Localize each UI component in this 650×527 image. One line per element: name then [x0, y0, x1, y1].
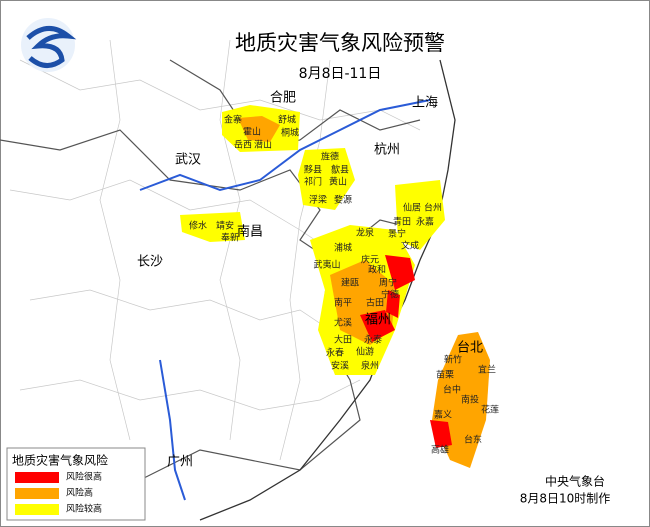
legend-swatch: [15, 488, 59, 499]
county-label: 永嘉: [416, 216, 434, 228]
county-label: 仙居: [403, 202, 421, 214]
date-range: 8月8日-11日: [299, 66, 382, 82]
county-label: 南投: [461, 394, 479, 406]
county-label: 宁德: [381, 289, 399, 301]
city-label: 广州: [167, 455, 193, 470]
rivers: [139, 99, 431, 501]
risk-area: [385, 255, 415, 290]
city-label: 长沙: [137, 255, 163, 270]
county-label: 高雄: [431, 444, 449, 456]
city-label: 南昌: [237, 224, 263, 240]
city-label: 杭州: [374, 143, 400, 158]
city-label: 合肥: [270, 91, 296, 106]
county-label: 岳西: [234, 139, 252, 151]
county-label: 龙泉: [356, 227, 374, 239]
risk-area: [395, 180, 445, 250]
county-label: 文成: [401, 240, 419, 252]
county-label: 浮梁: [309, 194, 327, 206]
county-label: 修水: [189, 220, 207, 232]
risk-area: [298, 148, 355, 210]
county-label: 大田: [334, 334, 352, 346]
county-label: 景宁: [388, 228, 406, 240]
county-label: 黟县: [304, 165, 322, 176]
county-label: 永春: [326, 347, 344, 359]
county-label: 台东: [464, 434, 482, 446]
legend-label: 风险高: [66, 487, 93, 499]
county-label: 奉新: [221, 232, 239, 244]
issued: 8月8日10时制作: [520, 492, 611, 506]
county-label: 古田: [366, 297, 384, 309]
county-label: 武夷山: [313, 259, 340, 271]
city-label: 武汉: [175, 153, 201, 168]
risk-area: [386, 290, 400, 318]
county-label: 永泰: [364, 334, 382, 346]
county-label: 安溪: [331, 360, 349, 372]
county-label: 庆元: [361, 254, 379, 266]
city-label: 台北: [457, 341, 483, 356]
county-label: 泉州: [361, 360, 379, 372]
county-label: 政和: [368, 264, 386, 276]
title: 地质灾害气象风险预警: [235, 31, 445, 55]
legend-title: 地质灾害气象风险: [12, 453, 108, 468]
county-label: 潜山: [254, 139, 272, 151]
county-label: 新竹: [444, 354, 462, 366]
county-label: 仙游: [356, 346, 374, 358]
county-label: 歙县: [331, 164, 349, 176]
county-label: 祁门: [304, 176, 322, 188]
county-label: 婺源: [334, 195, 352, 206]
city-label: 上海: [412, 96, 438, 111]
county-label: 金寨: [224, 114, 242, 126]
county-label: 台中: [443, 384, 461, 396]
county-label: 南平: [334, 297, 352, 309]
county-label: 霍山: [243, 127, 261, 138]
risk-area: [430, 420, 452, 448]
risk-area: [180, 212, 245, 242]
legend-label: 风险很高: [66, 471, 102, 483]
county-label: 台州: [424, 202, 442, 214]
legend-swatch: [15, 504, 59, 515]
county-label: 黄山: [329, 176, 347, 188]
county-label: 尤溪: [334, 317, 352, 329]
county-label: 周宁: [379, 277, 397, 289]
legend-swatch: [15, 472, 59, 483]
county-label: 旌德: [321, 151, 339, 163]
risk-area: [238, 116, 280, 142]
county-label: 嘉义: [434, 409, 452, 421]
county-label: 桐城: [281, 127, 299, 139]
risk-areas: [180, 105, 490, 468]
county-label: 花莲: [481, 404, 499, 416]
risk-area: [360, 310, 395, 342]
legend-label: 风险较高: [66, 503, 102, 515]
county-label: 苗栗: [436, 370, 454, 381]
county-label: 建瓯: [341, 277, 359, 289]
county-label: 宜兰: [478, 364, 496, 376]
city-label: 福州: [365, 313, 391, 328]
logo: [21, 18, 77, 72]
county-label: 浦城: [334, 242, 352, 254]
county-label: 靖安: [216, 220, 234, 232]
county-label: 舒城: [278, 114, 296, 126]
agency: 中央气象台: [545, 474, 605, 489]
county-label: 青田: [393, 216, 411, 228]
